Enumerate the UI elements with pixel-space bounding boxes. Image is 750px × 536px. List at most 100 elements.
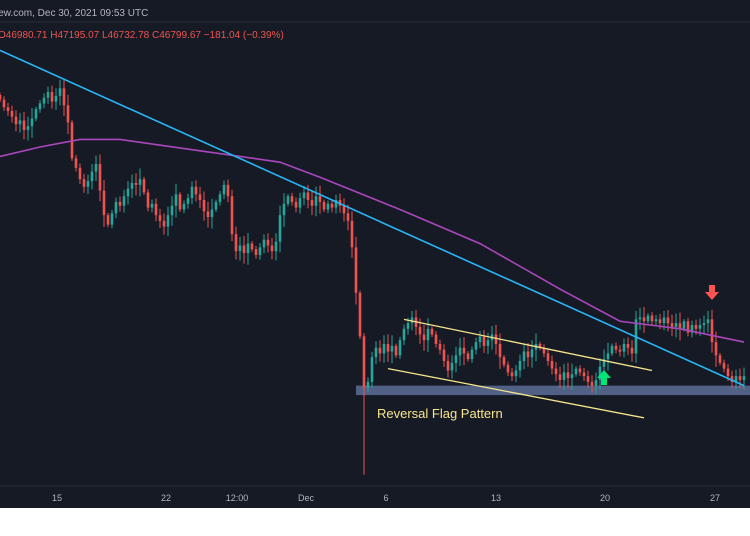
candle-body xyxy=(230,196,234,235)
candle xyxy=(94,155,98,181)
candle-body xyxy=(390,345,394,352)
candle-body xyxy=(730,376,734,382)
candle xyxy=(178,192,182,212)
candle-body xyxy=(474,342,478,350)
candle xyxy=(686,317,690,337)
candle xyxy=(518,354,522,378)
candle xyxy=(650,312,654,325)
candle xyxy=(262,234,266,254)
candle xyxy=(226,179,230,203)
candle-body xyxy=(302,192,306,199)
candle xyxy=(594,372,598,394)
candle xyxy=(702,315,706,334)
candle xyxy=(286,193,290,207)
candle-body xyxy=(642,317,646,322)
candle-body xyxy=(702,323,706,326)
candle-body xyxy=(114,201,118,214)
candle-body xyxy=(334,200,338,208)
candle xyxy=(578,365,582,377)
candle xyxy=(358,290,362,339)
candle-body xyxy=(342,205,346,214)
candle-body xyxy=(58,88,62,96)
candle xyxy=(366,377,370,393)
candle xyxy=(18,113,22,133)
candle xyxy=(126,181,130,205)
candle xyxy=(74,155,78,172)
candle-body xyxy=(362,336,366,388)
candle-body xyxy=(518,361,522,371)
candle xyxy=(346,204,350,231)
candle-body xyxy=(714,342,718,356)
candle-body xyxy=(174,194,178,206)
candle-body xyxy=(438,343,442,350)
candle-body xyxy=(198,194,202,201)
candle-body xyxy=(178,194,182,210)
candle-body xyxy=(246,243,250,254)
candle xyxy=(506,361,510,377)
candle-body xyxy=(618,349,622,352)
candle xyxy=(562,363,566,390)
candle-body xyxy=(310,200,314,206)
candle-body xyxy=(610,345,614,354)
candle-body xyxy=(18,120,22,125)
candle-body xyxy=(546,353,550,362)
candle xyxy=(530,340,534,368)
candle xyxy=(198,186,202,209)
candle-body xyxy=(210,209,214,218)
candle-body xyxy=(282,203,286,216)
candle xyxy=(678,312,682,341)
candle-body xyxy=(254,249,258,255)
candle xyxy=(318,185,322,214)
candle-body xyxy=(670,323,674,327)
candle-body xyxy=(82,179,86,187)
candle xyxy=(34,106,38,122)
candle-body xyxy=(566,372,570,379)
candle-body xyxy=(270,245,274,252)
candle xyxy=(278,205,282,253)
candle-body xyxy=(30,118,34,127)
candle-body xyxy=(194,186,198,195)
candle-body xyxy=(594,379,598,386)
candle-body xyxy=(742,376,746,380)
candle xyxy=(466,351,470,362)
candle-body xyxy=(690,325,694,333)
candle xyxy=(502,354,506,368)
candle-body xyxy=(102,190,106,216)
candle xyxy=(86,174,90,194)
candle-body xyxy=(606,353,610,360)
candle-body xyxy=(682,321,686,329)
candle-body xyxy=(138,179,142,185)
flag-channel-upper-line[interactable] xyxy=(403,318,653,372)
x-tick-label: 20 xyxy=(600,493,610,503)
candle xyxy=(734,369,738,389)
candle xyxy=(422,324,426,351)
candle-body xyxy=(454,355,458,363)
candle xyxy=(558,366,562,389)
candle xyxy=(98,154,102,202)
candle-body xyxy=(398,340,402,356)
candle-body xyxy=(314,196,318,206)
candle xyxy=(162,213,166,235)
candle-body xyxy=(126,188,130,197)
descending-trendline[interactable] xyxy=(0,49,745,387)
candle xyxy=(674,313,678,338)
candle xyxy=(610,343,614,356)
candle xyxy=(82,173,86,193)
candle xyxy=(374,341,378,365)
candle xyxy=(38,100,42,113)
candle xyxy=(342,198,346,222)
x-tick-label: Dec xyxy=(298,493,315,503)
candle-body xyxy=(622,343,626,352)
candle xyxy=(158,208,162,228)
candle-body xyxy=(330,203,334,208)
candle xyxy=(362,333,366,475)
candle-body xyxy=(326,203,330,210)
x-tick-label: 12:00 xyxy=(226,493,249,503)
candle xyxy=(494,324,498,355)
candle xyxy=(590,375,594,393)
candle-body xyxy=(74,158,78,168)
flag-channel-lower-line[interactable] xyxy=(387,367,645,419)
candle-body xyxy=(694,325,698,329)
